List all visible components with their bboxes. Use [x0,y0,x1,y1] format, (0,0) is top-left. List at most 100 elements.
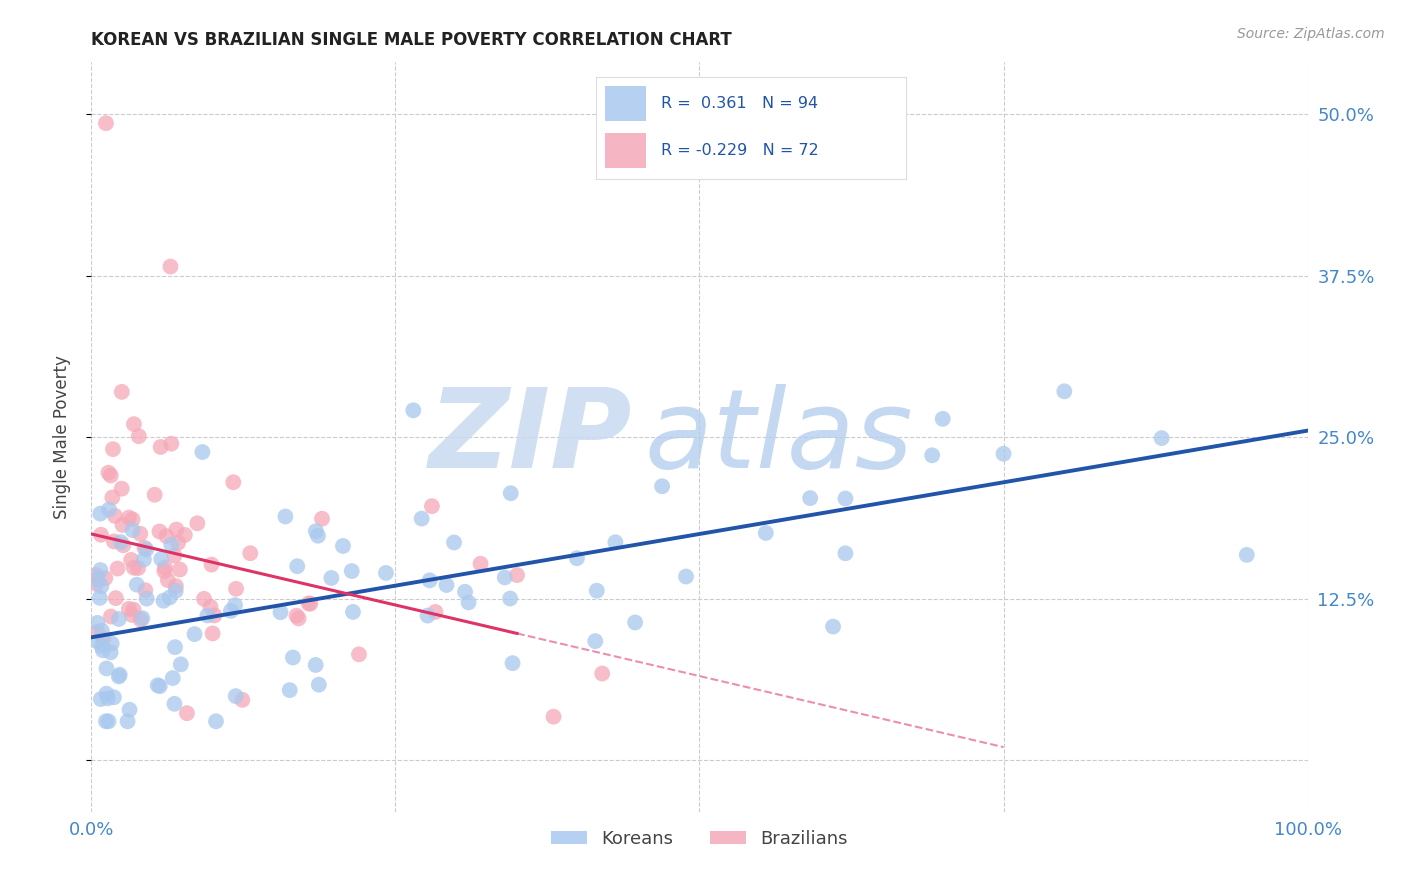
Point [270,605,292,619]
Point [299,597,322,611]
Point [1053,384,1076,399]
Point [149,679,172,693]
Point [117,714,139,729]
Point [146,678,169,692]
Point [121,607,143,622]
Point [200,599,222,614]
Point [416,608,439,623]
Point [583,634,606,648]
Point [163,549,186,563]
Point [419,574,441,588]
Point [186,516,208,531]
Point [86,615,108,630]
Point [100,609,122,624]
Point [201,626,224,640]
Point [149,440,172,454]
Point [150,552,173,566]
Point [1236,548,1258,562]
Point [163,640,186,654]
Point [153,560,176,574]
Point [605,535,627,549]
Point [97,466,120,480]
Point [153,564,176,578]
Point [165,579,187,593]
Point [224,598,246,612]
Point [219,604,242,618]
Point [101,491,124,505]
Point [86,624,108,639]
Point [1150,431,1173,445]
Point [470,557,492,571]
Point [132,552,155,566]
Point [502,656,524,670]
Point [321,571,343,585]
Point [90,528,112,542]
Point [103,534,125,549]
Point [127,561,149,575]
Text: Source: ZipAtlas.com: Source: ZipAtlas.com [1237,27,1385,41]
Point [834,546,856,560]
Point [457,595,479,609]
Point [125,577,148,591]
Point [118,703,141,717]
Point [84,568,107,582]
Point [100,468,122,483]
Point [90,624,112,638]
Point [167,535,190,549]
Point [155,529,177,543]
Text: ZIP: ZIP [429,384,633,491]
Point [162,671,184,685]
Point [89,591,111,605]
Point [170,657,193,672]
Point [823,619,845,633]
Point [152,593,174,607]
Point [239,546,262,560]
Point [159,591,181,605]
Point [159,260,181,274]
Point [834,491,856,506]
Point [565,551,588,566]
Point [225,582,247,596]
Point [624,615,647,630]
Point [107,612,129,626]
Point [169,562,191,576]
Point [118,602,141,616]
Point [97,691,120,706]
Point [89,563,111,577]
Point [118,510,141,524]
Point [298,596,321,610]
Point [443,535,465,549]
Point [122,560,145,574]
Point [274,509,297,524]
Point [225,689,247,703]
Y-axis label: Single Male Poverty: Single Male Poverty [52,355,70,519]
Point [285,559,308,574]
Point [104,591,127,606]
Point [278,683,301,698]
Point [160,436,183,450]
Point [197,608,219,623]
Point [87,572,110,586]
Point [134,583,156,598]
Point [506,568,529,582]
Point [90,692,112,706]
Point [494,570,516,584]
Point [193,591,215,606]
Point [96,661,118,675]
Point [411,511,433,525]
Point [308,678,330,692]
Point [90,579,112,593]
Point [931,412,953,426]
Point [103,690,125,705]
Point [165,523,187,537]
Point [499,486,522,500]
Point [86,634,108,648]
Point [120,553,142,567]
Point [104,508,127,523]
Point [675,569,697,583]
Point [86,577,108,591]
Point [134,541,156,555]
Point [402,403,425,417]
Point [98,502,121,516]
Point [200,558,222,572]
